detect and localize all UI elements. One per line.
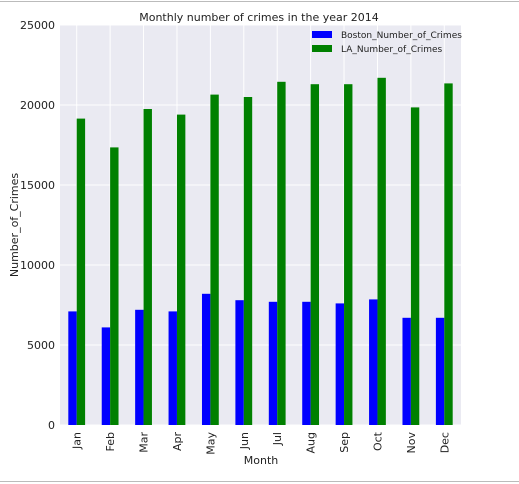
x-tick-label-aug: Aug: [305, 432, 318, 453]
plot-area: [60, 25, 461, 425]
bars-layer: [68, 77, 453, 426]
bar-la-may: [210, 94, 219, 425]
x-tick-label-mar: Mar: [138, 432, 151, 453]
bar-boston-nov: [402, 317, 411, 425]
chart-title: Monthly number of crimes in the year 201…: [139, 11, 379, 24]
legend-swatch-la: [312, 45, 332, 52]
legend-swatch-boston: [312, 31, 332, 38]
bar-la-sep: [344, 84, 353, 425]
y-tick-label: 20000: [20, 99, 55, 112]
y-tick-label: 15000: [20, 179, 55, 192]
x-tick-label-may: May: [204, 432, 217, 455]
legend-label-boston: Boston_Number_of_Crimes: [341, 31, 462, 41]
y-tick-label: 25000: [20, 19, 55, 32]
bar-la-jun: [243, 97, 253, 425]
bar-la-dec: [444, 83, 453, 426]
legend-label-la: LA_Number_of_Crimes: [341, 45, 442, 55]
bar-la-nov: [410, 107, 420, 426]
y-tick-label: 0: [48, 419, 55, 432]
x-tick-label-oct: Oct: [371, 431, 384, 451]
bar-boston-may: [201, 293, 211, 425]
bar-boston-oct: [369, 299, 378, 425]
bar-boston-sep: [335, 303, 345, 425]
x-tick-label-apr: Apr: [171, 432, 184, 452]
bar-boston-jun: [235, 300, 244, 425]
y-axis-title: Number_of_Crimes: [8, 173, 21, 278]
x-tick-label-jun: Jun: [238, 432, 251, 450]
bar-boston-aug: [302, 301, 311, 425]
y-tick-labels: 0 5000 10000 15000 20000 25000: [20, 19, 55, 432]
x-tick-labels: Jan Feb Mar Apr May Jun Jul Aug Sep Oct Nov Dec: [71, 431, 452, 454]
bar-boston-jan: [68, 311, 77, 425]
legend: Boston_Number_of_Crimes LA_Number_of_Cri…: [312, 31, 462, 55]
x-axis-title: Month: [244, 454, 279, 467]
x-tick-label-jul: Jul: [271, 432, 284, 446]
x-tick-label-feb: Feb: [104, 432, 117, 451]
bar-la-feb: [110, 147, 119, 425]
bar-la-oct: [377, 77, 386, 426]
bar-la-aug: [310, 84, 320, 425]
bar-boston-feb: [101, 327, 111, 425]
y-tick-label: 5000: [27, 339, 55, 352]
bar-boston-jul: [268, 301, 278, 425]
bar-la-mar: [143, 109, 152, 425]
bar-boston-dec: [435, 317, 445, 425]
bar-boston-apr: [168, 311, 177, 425]
x-tick-label-jan: Jan: [71, 432, 84, 450]
x-tick-label-sep: Sep: [338, 432, 351, 453]
bar-boston-mar: [135, 309, 144, 425]
x-tick-label-nov: Nov: [405, 432, 418, 454]
bar-la-apr: [176, 114, 186, 425]
x-tick-label-dec: Dec: [438, 432, 451, 453]
y-tick-label: 10000: [20, 259, 55, 272]
bar-la-jul: [277, 81, 286, 426]
bar-la-jan: [76, 118, 86, 425]
